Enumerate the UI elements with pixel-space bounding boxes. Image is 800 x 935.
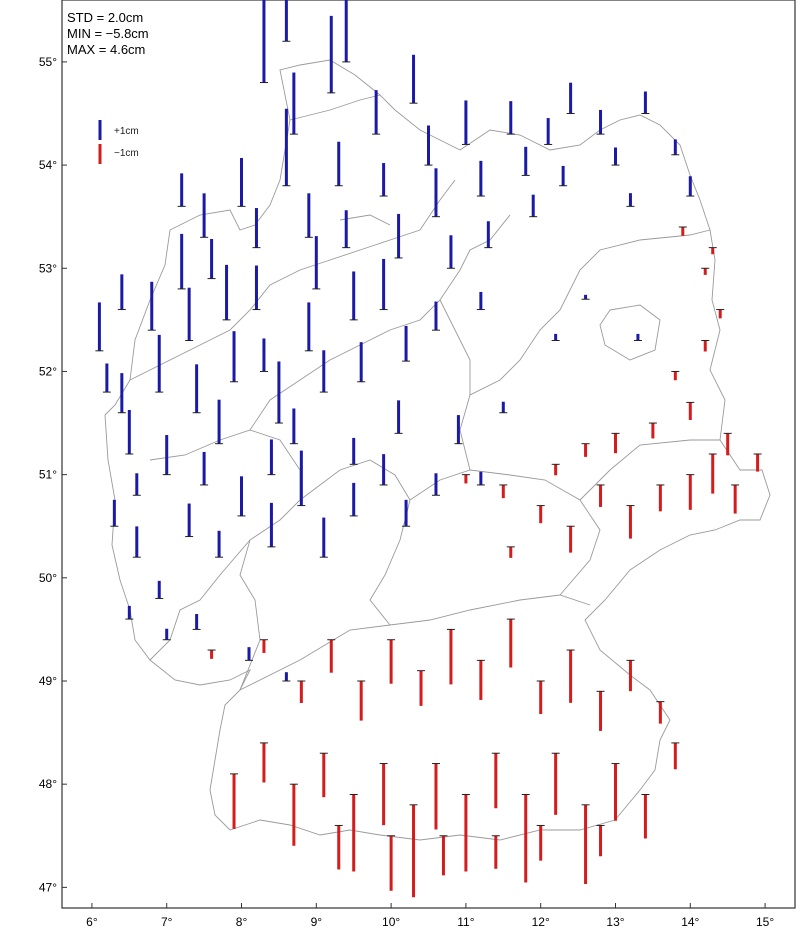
state-borders — [104, 59, 771, 841]
state-line — [439, 299, 471, 395]
stat-min: MIN = −5.8cm — [67, 26, 149, 41]
country-outline — [104, 59, 771, 841]
state-line — [249, 214, 511, 431]
state-line — [339, 214, 391, 226]
lat-tick-label: 51° — [39, 468, 57, 482]
lon-tick-label: 15° — [756, 915, 774, 929]
lat-tick-label: 53° — [39, 261, 57, 275]
state-line — [149, 539, 251, 661]
state-line — [459, 229, 711, 471]
legend: +1cm −1cm — [98, 120, 139, 164]
legend-negative-label: −1cm — [114, 148, 139, 159]
state-line — [149, 429, 301, 500]
stats-box: STD = 2.0cm MIN = −5.8cm MAX = 4.6cm — [67, 10, 149, 57]
lon-tick-label: 8° — [236, 915, 248, 929]
state-line — [239, 594, 591, 691]
lat-tick-label: 48° — [39, 777, 57, 791]
lat-tick-label: 50° — [39, 571, 57, 585]
stat-std: STD = 2.0cm — [67, 10, 143, 25]
longitude-axis: 6° 7° 8° 9° 10° 11° 12° 13° 14° 15° — [86, 915, 774, 929]
displacement-vectors — [95, 0, 762, 898]
lon-tick-label: 6° — [86, 915, 98, 929]
state-line — [129, 179, 456, 381]
stat-max: MAX = 4.6cm — [67, 42, 145, 57]
state-line — [599, 304, 661, 361]
axis-ticks — [62, 61, 766, 908]
lon-tick-label: 10° — [382, 915, 400, 929]
lat-tick-label: 55° — [39, 55, 57, 69]
lat-tick-label: 52° — [39, 364, 57, 378]
state-line — [409, 469, 601, 596]
lon-tick-label: 13° — [606, 915, 624, 929]
lat-tick-label: 54° — [39, 158, 57, 172]
lon-tick-label: 11° — [457, 915, 474, 929]
lat-tick-label: 47° — [39, 880, 57, 894]
lon-tick-label: 7° — [161, 915, 173, 929]
state-line — [579, 439, 720, 501]
state-line — [289, 94, 381, 121]
legend-positive-label: +1cm — [114, 126, 139, 137]
map-frame-border — [61, 0, 796, 909]
lon-tick-label: 12° — [532, 915, 550, 929]
lon-tick-label: 9° — [311, 915, 323, 929]
lat-tick-label: 49° — [39, 674, 57, 688]
latitude-axis: 55° 54° 53° 52° 51° 50° 49° 48° 47° — [39, 55, 57, 894]
lon-tick-label: 14° — [681, 915, 699, 929]
